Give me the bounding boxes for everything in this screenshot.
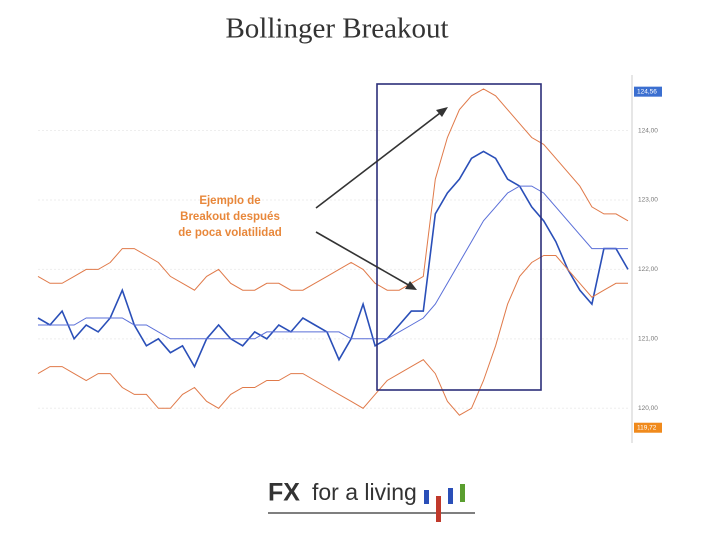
annotation-line: Breakout después	[180, 211, 280, 223]
annotation: Ejemplo de Breakout después de poca volati…	[178, 195, 282, 239]
arrowhead	[405, 281, 417, 290]
logo: FX for a living	[268, 479, 475, 522]
logo-bar	[448, 488, 453, 504]
y-tick-label: 122,00	[638, 266, 658, 273]
series-line	[37, 255, 628, 416]
arrowhead	[436, 107, 448, 117]
price-tag-label: 119,72	[637, 424, 657, 431]
y-tick-label: 124,00	[638, 127, 658, 134]
logo-bar	[460, 484, 465, 502]
chart-area	[35, 75, 633, 443]
logo-tagline: for a living	[312, 479, 417, 505]
y-tick-label: 121,00	[638, 336, 658, 343]
price-tag	[634, 422, 662, 433]
series-line	[38, 185, 628, 340]
series-line	[37, 88, 629, 291]
plot	[37, 88, 629, 416]
slide-title: Bollinger Breakout	[225, 13, 448, 45]
y-tick-label: 120,00	[638, 405, 658, 412]
logo-bar	[424, 490, 429, 504]
logo-bar	[436, 496, 441, 522]
series-line	[37, 150, 629, 369]
arrow	[315, 231, 413, 288]
highlight-box	[376, 83, 542, 391]
annotation-line: de poca volatilidad	[178, 227, 282, 239]
y-tick-label: 123,00	[638, 197, 658, 204]
logo-brand: FX	[268, 479, 300, 507]
price-tag	[634, 86, 662, 97]
annotation-line: Ejemplo de	[199, 195, 260, 207]
arrow	[315, 109, 445, 209]
price-tag-label: 124,56	[637, 88, 657, 95]
